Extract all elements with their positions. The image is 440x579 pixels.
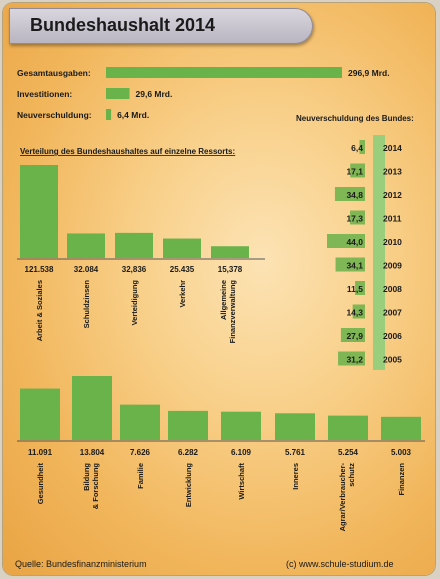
tick-label: Arbeit & Soziales [35, 280, 44, 341]
data-label: 32.084 [74, 265, 99, 274]
data-label: 5.254 [338, 448, 359, 457]
tick-label: 2010 [383, 237, 402, 247]
bar [211, 246, 249, 258]
summary-label: Investitionen: [17, 89, 72, 99]
bar [221, 411, 261, 440]
tick-label: & Forschung [91, 463, 100, 510]
tick-label: Agrar/Verbraucher- [338, 463, 347, 532]
bar [355, 281, 365, 295]
bar [327, 234, 365, 248]
infographic-frame: Bundeshaushalt 2014 Gesamtausgaben: 296,9… [3, 3, 435, 575]
bar [381, 416, 421, 440]
data-label: 34,8 [346, 190, 363, 200]
summary-bar [106, 88, 130, 99]
tick-label: Verkehr [178, 280, 187, 308]
data-label: 6,4 [351, 143, 363, 153]
tick-label: Familie [136, 463, 145, 489]
summary-label: Neuverschuldung: [17, 110, 92, 120]
bar [328, 415, 368, 440]
data-label: 32,836 [122, 265, 147, 274]
data-label: 34,1 [346, 261, 363, 271]
data-label: 15,378 [218, 265, 243, 274]
data-label: 17,3 [346, 214, 363, 224]
tick-label: 2005 [383, 355, 402, 365]
bar [120, 404, 160, 440]
summary-bar [106, 67, 342, 78]
bar [163, 238, 201, 258]
tick-label: Allgemeine [219, 280, 228, 320]
bar [338, 351, 365, 366]
data-label: 25.435 [170, 265, 195, 274]
bar [72, 376, 112, 440]
tick-label: Schuldzinsen [82, 280, 91, 329]
data-label: 6.109 [231, 448, 252, 457]
tick-label: Inneres [291, 463, 300, 490]
year-column [373, 135, 385, 370]
source-note: Quelle: Bundesfinanzministerium [15, 559, 147, 569]
data-label: 6.282 [178, 448, 199, 457]
bar [335, 257, 365, 272]
bar [20, 388, 60, 440]
tick-label: 2012 [383, 190, 402, 200]
title-bar: Bundeshaushalt 2014 [9, 8, 313, 44]
tick-label: 2008 [383, 284, 402, 294]
chart-title: Verteilung des Bundeshaushaltes auf einz… [20, 147, 235, 156]
bar [350, 210, 365, 225]
summary-label: Gesamtausgaben: [17, 68, 91, 78]
tick-label: Verteidigung [130, 280, 139, 326]
page-title: Bundeshaushalt 2014 [30, 15, 216, 35]
bar [67, 233, 105, 258]
bar [275, 413, 315, 440]
data-label: 5.761 [285, 448, 306, 457]
bar [20, 165, 58, 258]
copyright-note: (c) www.schule-studium.de [286, 559, 394, 569]
summary-bar [106, 109, 112, 120]
tick-label: 2007 [383, 308, 402, 318]
tick-label: Entwicklung [184, 463, 193, 508]
tick-label: 2006 [383, 331, 402, 341]
bar [340, 328, 365, 342]
chart-canvas: Gesamtausgaben: 296,9 Mrd. Investitionen: 2… [17, 67, 425, 532]
tick-label: 2013 [383, 167, 402, 177]
data-label: 31,2 [346, 355, 363, 365]
data-label: 11.091 [28, 448, 53, 457]
data-label: 13.804 [80, 448, 105, 457]
data-label: 5.003 [391, 448, 412, 457]
summary-value: 296,9 Mrd. [348, 68, 390, 78]
bar [350, 163, 365, 178]
tick-label: schutz [347, 463, 356, 487]
data-label: 27,9 [346, 331, 363, 341]
bar [115, 232, 153, 258]
bar [352, 304, 365, 319]
data-label: 14,3 [346, 308, 363, 318]
summary-value: 29,6 Mrd. [136, 89, 173, 99]
tick-label: Gesundheit [36, 463, 45, 505]
data-label: 11,5 [347, 284, 363, 294]
tick-label: 2014 [383, 143, 402, 153]
bar [359, 140, 365, 154]
tick-label: Wirtschaft [237, 463, 246, 500]
tick-label: 2011 [383, 214, 402, 224]
tick-label: Finanzverwaltung [228, 280, 237, 344]
tick-label: Bildung [82, 463, 91, 491]
data-label: 121.538 [25, 265, 54, 274]
tick-label: Finanzen [397, 463, 406, 496]
data-label: 7.626 [130, 448, 151, 457]
chart-title: Neuverschuldung des Bundes: [296, 114, 414, 123]
bar [168, 410, 208, 440]
data-label: 44,0 [346, 237, 363, 247]
data-label: 17,1 [346, 167, 363, 177]
tick-label: 2009 [383, 261, 402, 271]
bar [334, 187, 365, 201]
summary-value: 6,4 Mrd. [117, 110, 149, 120]
